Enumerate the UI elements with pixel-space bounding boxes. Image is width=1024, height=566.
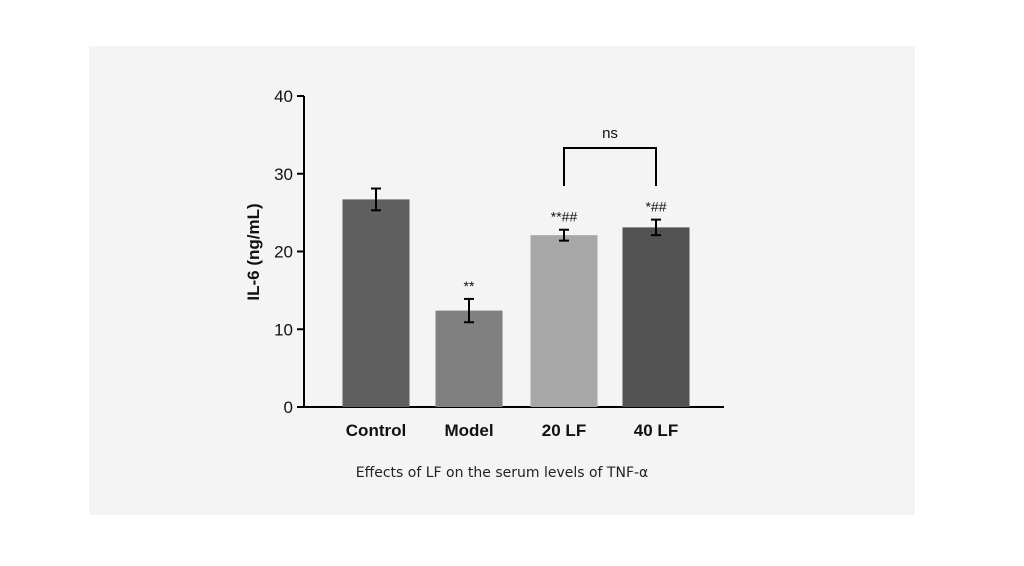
x-tick-label: 40 LF xyxy=(634,421,678,440)
y-tick-label: 30 xyxy=(274,165,293,184)
significance-label: *## xyxy=(645,199,666,215)
y-axis-label: IL-6 (ng/mL) xyxy=(244,203,263,300)
y-ticks: 0 10 20 30 40 xyxy=(274,87,304,417)
bracket-label: ns xyxy=(602,125,618,142)
significance-label: ** xyxy=(464,278,475,294)
bars-group: Control Model ** 20 LF **## 40 LF *## xyxy=(342,187,690,440)
y-tick-label: 40 xyxy=(274,87,293,106)
y-tick-label: 10 xyxy=(274,320,293,339)
bracket-line xyxy=(563,147,657,186)
figure-caption: Effects of LF on the serum levels of TNF… xyxy=(355,465,649,481)
bar xyxy=(530,235,598,407)
figure-panel xyxy=(89,46,915,515)
bar xyxy=(435,310,503,407)
significance-label: **## xyxy=(551,209,578,225)
y-tick-label: 20 xyxy=(274,243,293,262)
x-tick-label: Control xyxy=(346,421,406,440)
x-tick-label: 20 LF xyxy=(542,421,586,440)
significance-bracket: ns xyxy=(563,125,657,186)
x-tick-label: Model xyxy=(444,421,493,440)
bar xyxy=(622,227,690,407)
y-tick-label: 0 xyxy=(284,398,293,417)
bar xyxy=(342,199,410,407)
